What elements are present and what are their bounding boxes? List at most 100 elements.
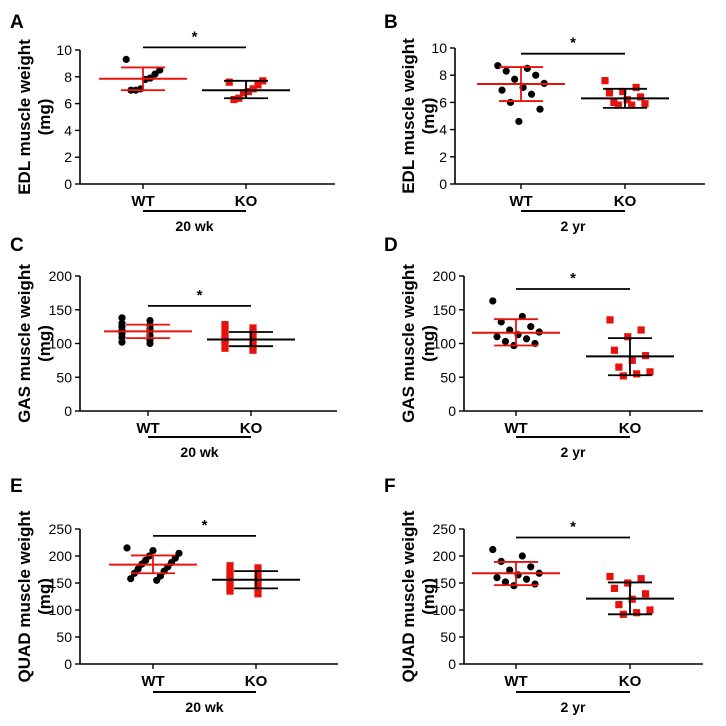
data-point bbox=[646, 368, 654, 376]
data-point bbox=[249, 339, 257, 347]
panel-label: A bbox=[10, 12, 24, 33]
y-tick-label: 200 bbox=[433, 548, 457, 564]
y-tick-label: 150 bbox=[433, 575, 457, 591]
x-tick-label: WT bbox=[504, 420, 527, 437]
data-point bbox=[226, 587, 234, 595]
data-point bbox=[153, 576, 161, 584]
group-label: 20 wk bbox=[175, 218, 213, 234]
significance-star: * bbox=[570, 270, 576, 287]
data-point bbox=[610, 346, 619, 354]
data-point bbox=[226, 579, 234, 587]
y-tick-label: 0 bbox=[64, 656, 72, 672]
y-tick-label: 250 bbox=[433, 521, 457, 537]
y-axis-label: EDL muscle weight bbox=[399, 38, 418, 194]
x-tick-label: KO bbox=[619, 673, 642, 690]
series-wt bbox=[472, 297, 560, 350]
data-point bbox=[605, 89, 614, 97]
y-tick-label: 8 bbox=[64, 69, 72, 85]
data-point bbox=[122, 55, 130, 63]
data-point bbox=[175, 549, 183, 557]
x-tick-label: WT bbox=[141, 673, 164, 690]
y-tick-label: 4 bbox=[439, 122, 447, 138]
y-tick-label: 50 bbox=[56, 629, 72, 645]
data-point bbox=[254, 585, 262, 594]
data-point bbox=[531, 580, 539, 588]
data-point bbox=[601, 77, 609, 85]
data-point bbox=[493, 333, 501, 341]
data-point bbox=[624, 333, 632, 341]
data-point bbox=[149, 547, 157, 555]
data-point bbox=[494, 62, 502, 70]
y-axis-unit: (mg) bbox=[419, 325, 438, 362]
data-point bbox=[221, 326, 229, 334]
series-ko bbox=[586, 572, 674, 618]
series-wt bbox=[109, 544, 197, 584]
data-point bbox=[527, 323, 535, 331]
data-point bbox=[506, 98, 515, 106]
data-point bbox=[225, 78, 233, 86]
data-point bbox=[146, 339, 154, 348]
data-point bbox=[511, 75, 519, 83]
data-point bbox=[606, 316, 614, 324]
series-ko bbox=[586, 316, 674, 380]
y-tick-label: 8 bbox=[439, 67, 447, 83]
data-point bbox=[226, 583, 234, 591]
data-point bbox=[646, 606, 654, 614]
data-point bbox=[623, 96, 631, 104]
y-tick-label: 6 bbox=[439, 94, 447, 110]
data-point bbox=[226, 571, 234, 579]
y-tick-label: 100 bbox=[433, 602, 457, 618]
y-tick-label: 150 bbox=[49, 575, 73, 591]
data-point bbox=[615, 363, 623, 371]
panel-c: C GAS muscle weight (mg) 0 50 100 150 200 WT KO 20… bbox=[10, 235, 337, 460]
data-point bbox=[527, 563, 535, 571]
panel-a: A EDL muscle weight (mg) 0 2 4 6 8 10 WT KO 20 wk * bbox=[10, 12, 335, 234]
data-point bbox=[254, 564, 262, 572]
x-tick-label: KO bbox=[235, 193, 258, 210]
panel-label: C bbox=[10, 235, 24, 256]
y-tick-label: 100 bbox=[433, 336, 457, 352]
y-tick-label: 10 bbox=[56, 42, 72, 58]
series-wt bbox=[477, 62, 565, 126]
group-label: 2 yr bbox=[561, 444, 586, 460]
data-point bbox=[502, 67, 510, 75]
significance-star: * bbox=[202, 517, 208, 534]
data-point bbox=[518, 312, 526, 321]
group-label: 20 wk bbox=[180, 444, 218, 460]
data-point bbox=[249, 346, 257, 354]
data-point bbox=[506, 566, 514, 574]
y-tick-label: 150 bbox=[433, 302, 457, 318]
data-point bbox=[221, 330, 229, 338]
data-point bbox=[240, 89, 248, 97]
x-tick-label: KO bbox=[614, 193, 637, 210]
y-tick-label: 0 bbox=[439, 176, 447, 192]
significance-star: * bbox=[192, 28, 198, 45]
data-point bbox=[489, 297, 497, 305]
data-point bbox=[532, 71, 540, 79]
y-axis-unit: (mg) bbox=[35, 578, 54, 615]
y-tick-label: 0 bbox=[448, 656, 456, 672]
data-point bbox=[637, 575, 645, 583]
data-point bbox=[518, 552, 526, 560]
panel-label: E bbox=[10, 476, 23, 497]
data-point bbox=[615, 601, 623, 609]
y-tick-label: 0 bbox=[64, 403, 72, 419]
data-point bbox=[523, 64, 531, 72]
group-label: 20 wk bbox=[185, 699, 223, 715]
data-point bbox=[633, 609, 641, 617]
data-point bbox=[633, 370, 641, 378]
y-tick-label: 4 bbox=[64, 122, 72, 138]
y-axis-label: GAS muscle weight bbox=[399, 264, 418, 423]
series-wt bbox=[104, 314, 192, 348]
significance-star: * bbox=[570, 519, 576, 536]
panel-label: F bbox=[384, 476, 396, 497]
significance-star: * bbox=[197, 287, 203, 304]
y-tick-label: 200 bbox=[49, 548, 73, 564]
y-tick-label: 200 bbox=[49, 268, 73, 284]
data-point bbox=[244, 87, 252, 96]
data-point bbox=[522, 575, 531, 583]
y-axis-label: QUAD muscle weight bbox=[15, 510, 34, 682]
data-point bbox=[610, 98, 618, 106]
